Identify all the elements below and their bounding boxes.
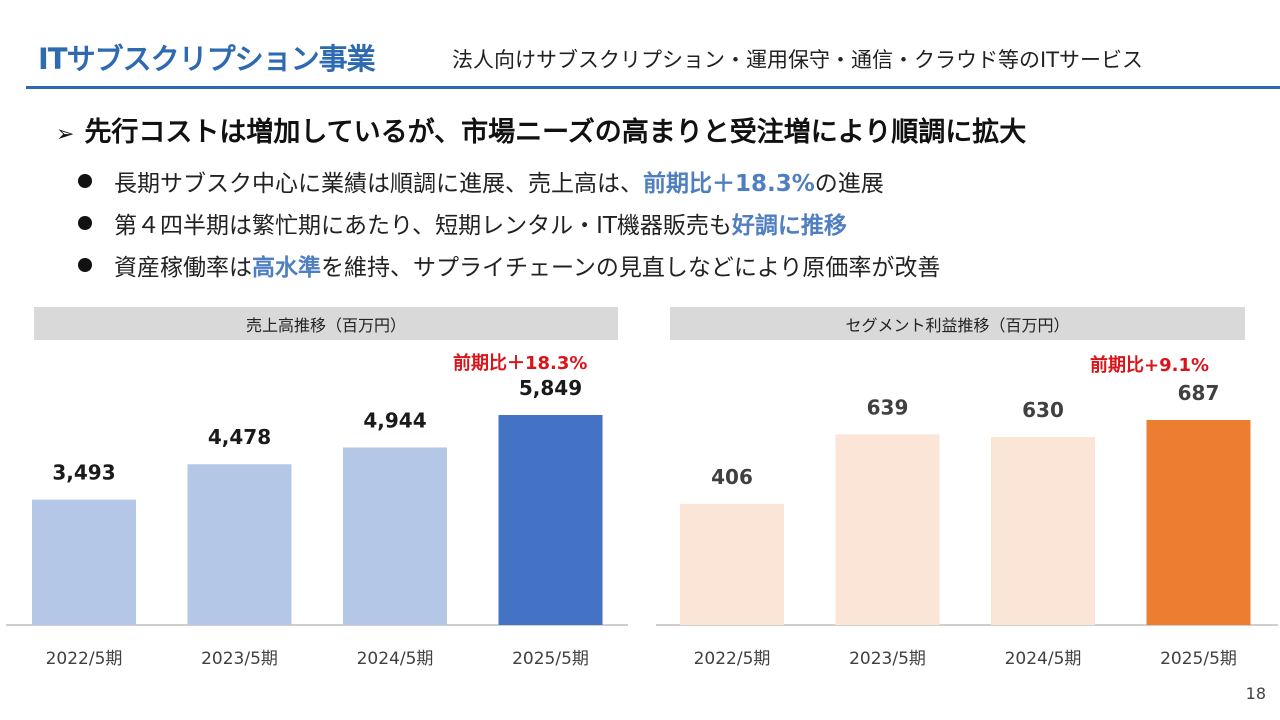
data-label: 630	[1022, 398, 1064, 422]
sales-chart-title: 売上高推移（百万円）	[34, 307, 618, 340]
sales-growth-annotation: 前期比＋18.3%	[453, 353, 588, 374]
slide-header: ITサブスクリプション事業 法人向けサブスクリプション・運用保守・通信・クラウド…	[0, 0, 1280, 92]
bar	[680, 503, 784, 625]
headline-text: 先行コストは増加しているが、市場ニーズの高まりと受注増により順調に拡大	[84, 117, 1027, 148]
profit-growth-annotation: 前期比+9.1%	[1090, 355, 1210, 376]
data-label: 639	[867, 395, 909, 419]
data-label: 4,478	[208, 425, 271, 449]
bar	[498, 415, 603, 625]
data-label: 4,944	[363, 408, 426, 432]
bar	[32, 499, 136, 625]
data-label: 687	[1178, 381, 1220, 405]
bar	[343, 447, 447, 625]
sales-bar-chart: 3,493 2022/5期 4,478 2023/5期 4,944 2024/5期 5,84…	[6, 376, 628, 669]
x-tick-label: 2025/5期	[512, 649, 589, 669]
bullet-text: 第４四半期は繁忙期にあたり、短期レンタル・IT機器販売も	[114, 213, 732, 239]
bar	[187, 464, 292, 625]
bullet-item: 長期サブスク中心に業績は順調に進展、売上高は、 前期比＋18.3% の進展	[78, 160, 940, 202]
bullet-text: 長期サブスク中心に業績は順調に進展、売上高は、	[114, 171, 643, 197]
arrow-bullet-icon: ➢	[56, 122, 75, 147]
bar	[835, 434, 940, 625]
data-label: 5,849	[519, 376, 582, 400]
x-tick-label: 2024/5期	[357, 649, 434, 669]
data-label: 3,493	[52, 461, 115, 485]
page-number: 18	[1245, 684, 1266, 703]
headline: ➢ 先行コストは増加しているが、市場ニーズの高まりと受注増により順調に拡大	[56, 110, 1026, 149]
header-divider	[26, 86, 1280, 89]
bullet-item: 資産稼働率は 高水準 を維持、サプライチェーンの見直しなどにより原価率が改善	[78, 244, 940, 286]
x-tick-label: 2023/5期	[849, 649, 926, 669]
bullet-dot-icon	[78, 216, 92, 230]
bullet-highlight: 高水準	[252, 255, 321, 281]
profit-chart-title: セグメント利益推移（百万円）	[670, 307, 1245, 340]
x-tick-label: 2025/5期	[1160, 649, 1237, 669]
bar	[991, 437, 1095, 625]
x-tick-label: 2024/5期	[1005, 649, 1082, 669]
page-subtitle: 法人向けサブスクリプション・運用保守・通信・クラウド等のITサービス	[452, 48, 1144, 72]
bullet-text: 資産稼働率は	[114, 255, 252, 281]
bullet-highlight: 好調に推移	[731, 213, 847, 239]
bullet-item: 第４四半期は繁忙期にあたり、短期レンタル・IT機器販売も 好調に推移	[78, 202, 940, 244]
bullet-text: の進展	[814, 171, 884, 197]
bullet-list: 長期サブスク中心に業績は順調に進展、売上高は、 前期比＋18.3% の進展 第４四半…	[78, 160, 940, 286]
x-tick-label: 2022/5期	[46, 649, 123, 669]
profit-bar-chart: 406 2022/5期 639 2023/5期 630 2024/5期 687 2025/5期	[656, 381, 1278, 669]
bar	[1146, 420, 1251, 625]
bullet-text: を維持、サプライチェーンの見直しなどにより原価率が改善	[321, 255, 941, 281]
x-tick-label: 2023/5期	[201, 649, 278, 669]
bullet-dot-icon	[78, 174, 92, 188]
x-tick-label: 2022/5期	[694, 649, 771, 669]
page-title: ITサブスクリプション事業	[38, 42, 376, 76]
data-label: 406	[711, 465, 753, 489]
bullet-dot-icon	[78, 258, 92, 272]
bullet-highlight: 前期比＋18.3%	[643, 171, 815, 197]
